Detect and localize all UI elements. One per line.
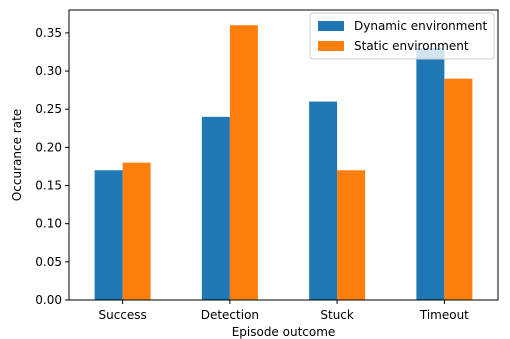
y-axis-label: Occurance rate <box>10 109 24 201</box>
y-tick-label: 0.30 <box>35 64 62 78</box>
legend: Dynamic environment Static environment <box>309 12 495 60</box>
x-axis-ticks: Success Detection Stuck Timeout <box>98 300 469 322</box>
bar-static-environment-success <box>122 162 151 300</box>
legend-box <box>309 12 495 60</box>
legend-swatch <box>318 41 344 51</box>
y-tick-label: 0.20 <box>35 140 62 154</box>
y-tick-label: 0.00 <box>35 293 62 307</box>
y-tick-label: 0.10 <box>35 217 62 231</box>
bar-dynamic-environment-success <box>94 170 123 300</box>
legend-label: Static environment <box>354 39 469 53</box>
bar-static-environment-detection <box>229 25 258 301</box>
bar-static-environment-timeout <box>444 78 473 301</box>
x-axis-label: Episode outcome <box>232 325 336 339</box>
bar-dynamic-environment-timeout <box>416 48 445 300</box>
bar-dynamic-environment-detection <box>201 116 230 300</box>
x-tick-label: Timeout <box>419 308 469 322</box>
bar-static-environment-stuck <box>337 170 366 300</box>
legend-swatch <box>318 21 344 31</box>
x-tick-label: Success <box>98 308 146 322</box>
x-tick-label: Stuck <box>320 308 354 322</box>
x-tick-label: Detection <box>201 308 259 322</box>
y-tick-label: 0.05 <box>35 255 62 269</box>
y-tick-label: 0.35 <box>35 26 62 40</box>
y-tick-label: 0.25 <box>35 102 62 116</box>
bars-group <box>94 25 473 301</box>
plot-frame <box>68 9 499 301</box>
bar-dynamic-environment-stuck <box>309 101 338 300</box>
legend-label: Dynamic environment <box>354 19 487 33</box>
y-axis-ticks: 0.00 0.05 0.10 0.15 0.20 0.25 0.30 0.35 <box>35 26 69 307</box>
y-tick-label: 0.15 <box>35 179 62 193</box>
